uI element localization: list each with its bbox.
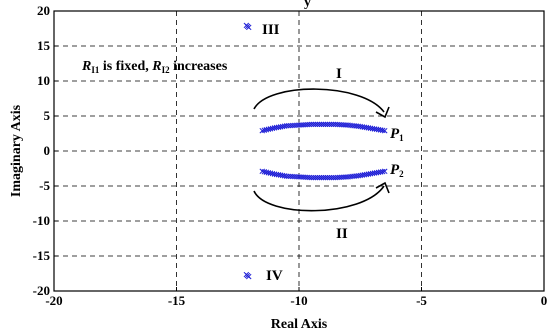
data-point xyxy=(308,174,315,181)
p1-base: P xyxy=(390,126,400,142)
note-end: increases xyxy=(170,59,228,74)
x-tick-label: -10 xyxy=(290,293,307,308)
data-point xyxy=(244,23,251,30)
data-point xyxy=(316,121,323,128)
region-label-ii: II xyxy=(336,226,348,242)
x-axis-label: Real Axis xyxy=(271,317,328,332)
note-middle: is fixed, xyxy=(99,59,152,74)
y-tick-label: 5 xyxy=(44,108,51,123)
r2-subscript: I2 xyxy=(162,65,171,75)
data-point xyxy=(320,121,327,128)
r1-subscript: I1 xyxy=(91,65,100,75)
data-point xyxy=(306,174,312,181)
data-point xyxy=(320,174,327,181)
y-tick-label: 20 xyxy=(37,3,50,18)
r2-symbol: R xyxy=(151,59,161,74)
data-point xyxy=(312,174,319,181)
data-point xyxy=(314,121,321,128)
data-point xyxy=(324,121,331,128)
p1-label: P1 xyxy=(390,126,404,143)
data-point xyxy=(308,121,315,128)
region-label-i: I xyxy=(336,66,342,82)
region-label-iii: III xyxy=(262,22,280,38)
x-tick-label: 0 xyxy=(541,293,548,308)
data-point xyxy=(381,127,388,134)
upper-arrowhead xyxy=(375,106,390,119)
y-tick-label: -5 xyxy=(39,178,50,193)
data-point xyxy=(328,121,335,128)
data-point xyxy=(328,174,335,181)
y-tick-label: 0 xyxy=(44,143,51,158)
p2-base: P xyxy=(390,162,400,178)
p2-sub: 2 xyxy=(399,169,404,179)
lower-arrowhead xyxy=(375,181,390,194)
y-tick-label: -20 xyxy=(33,283,50,298)
data-point xyxy=(322,174,329,181)
data-point xyxy=(244,272,251,279)
y-tick-label: -15 xyxy=(33,248,51,263)
lower-arc-arrow xyxy=(253,185,385,212)
data-points xyxy=(243,22,388,280)
data-point xyxy=(326,174,333,181)
top-cropped-text: y xyxy=(304,0,311,10)
data-point xyxy=(330,174,337,181)
y-tick-label: 10 xyxy=(37,73,50,88)
data-point xyxy=(379,168,386,175)
data-point xyxy=(324,174,331,181)
data-point xyxy=(322,121,329,128)
data-point xyxy=(310,121,317,128)
upper-arc-arrow xyxy=(253,88,385,113)
region-label-iv: IV xyxy=(266,268,283,284)
x-tick-label: -15 xyxy=(168,293,186,308)
x-tick-label: -20 xyxy=(45,293,62,308)
data-point xyxy=(381,168,388,175)
data-point xyxy=(330,121,337,128)
grid xyxy=(54,11,544,291)
parameter-note: RI1 is fixed, RI2 increases xyxy=(81,59,228,75)
p1-sub: 1 xyxy=(399,133,404,143)
data-point xyxy=(310,174,317,181)
data-point xyxy=(312,121,319,128)
y-tick-label: -10 xyxy=(33,213,50,228)
data-point xyxy=(316,174,323,181)
data-point xyxy=(379,127,386,134)
y-tick-label: 15 xyxy=(37,38,51,53)
data-point xyxy=(318,121,325,128)
p2-label: P2 xyxy=(390,162,404,179)
data-point xyxy=(314,174,321,181)
data-point xyxy=(306,121,312,128)
r1-symbol: R xyxy=(81,59,91,74)
data-point xyxy=(318,174,325,181)
x-tick-label: -5 xyxy=(416,293,427,308)
axis-ticks: -20 -15 -10 -5 0 20 15 10 5 0 -5 -10 -15 -20 xyxy=(33,3,548,308)
data-point xyxy=(326,121,333,128)
y-axis-label: Imaginary Axis xyxy=(9,104,24,197)
